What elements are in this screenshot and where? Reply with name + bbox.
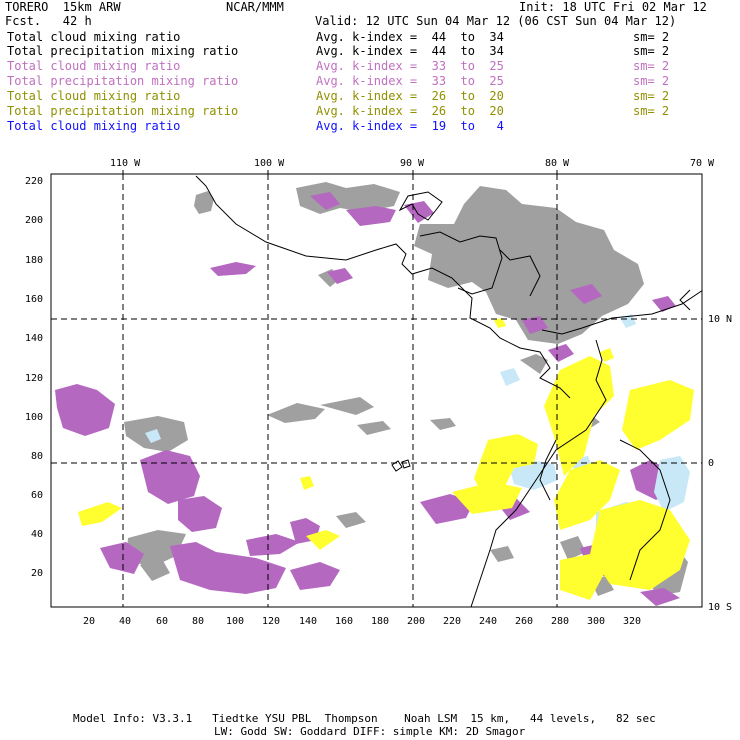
field-name: Total precipitation mixing ratio (7, 104, 239, 118)
x-tick-label: 120 (262, 616, 280, 627)
y-tick-label: 220 (25, 176, 43, 187)
lat-label: 10 N (708, 314, 732, 325)
x-tick-label: 260 (515, 616, 533, 627)
y-tick-label: 180 (25, 255, 43, 266)
latlon-grid (51, 174, 702, 607)
y-tick-label: 140 (25, 333, 43, 344)
forecast-hour: Fcst. 42 h (5, 14, 92, 28)
field-kindex: Avg. k-index = 33 to 25 (316, 59, 504, 73)
model-name: TORERO 15km ARW (5, 0, 121, 14)
field-name: Total cloud mixing ratio (7, 30, 181, 44)
x-tick-label: 180 (371, 616, 389, 627)
y-tick-label: 200 (25, 215, 43, 226)
lat-label: 10 S (708, 602, 732, 613)
field-sm: sm= 2 (633, 89, 670, 103)
coastlines (195, 175, 702, 607)
lat-label: 0 (708, 458, 714, 469)
lon-label: 90 W (400, 158, 425, 169)
lon-label: 100 W (254, 158, 285, 169)
y-tick-label: 120 (25, 373, 43, 384)
field-sm: sm= 2 (633, 44, 670, 58)
x-tick-label: 100 (226, 616, 244, 627)
x-tick-label: 320 (623, 616, 641, 627)
field-sm: sm= 2 (633, 104, 670, 118)
field-kindex: Avg. k-index = 44 to 34 (316, 30, 504, 44)
field-name: Total cloud mixing ratio (7, 59, 181, 73)
x-tick-label: 20 (83, 616, 95, 627)
y-axis: 220 200 180 160 140 120 100 80 60 40 20 (25, 176, 43, 579)
field-name: Total cloud mixing ratio (7, 89, 181, 103)
x-tick-label: 280 (551, 616, 569, 627)
field-kindex: Avg. k-index = 26 to 20 (316, 89, 504, 103)
map-frame (50, 173, 703, 608)
x-tick-label: 240 (479, 616, 497, 627)
x-tick-label: 160 (335, 616, 353, 627)
lon-label: 80 W (545, 158, 570, 169)
x-tick-label: 140 (299, 616, 317, 627)
field-name: Total precipitation mixing ratio (7, 44, 239, 58)
field-name: Total precipitation mixing ratio (7, 74, 239, 88)
y-tick-label: 40 (31, 529, 43, 540)
valid-time: Valid: 12 UTC Sun 04 Mar 12 (06 CST Sun … (315, 14, 677, 28)
y-tick-label: 160 (25, 294, 43, 305)
field-kindex: Avg. k-index = 26 to 20 (316, 104, 504, 118)
x-tick-label: 80 (192, 616, 204, 627)
x-tick-label: 300 (587, 616, 605, 627)
x-axis: 20 40 60 80 100 120 140 160 180 200 220 … (83, 616, 641, 627)
lon-label: 70 W (690, 158, 715, 169)
y-tick-label: 20 (31, 568, 43, 579)
y-tick-label: 60 (31, 490, 43, 501)
organization: NCAR/MMM (226, 0, 284, 14)
field-sm: sm= 2 (633, 74, 670, 88)
init-time: Init: 18 UTC Fri 02 Mar 12 (519, 0, 707, 14)
y-tick-label: 100 (25, 412, 43, 423)
field-sm: sm= 2 (633, 30, 670, 44)
field-name: Total cloud mixing ratio (7, 119, 181, 133)
x-tick-label: 220 (443, 616, 461, 627)
field-kindex: Avg. k-index = 19 to 4 (316, 119, 504, 133)
lon-label: 110 W (110, 158, 141, 169)
x-tick-label: 40 (119, 616, 131, 627)
field-kindex: Avg. k-index = 44 to 34 (316, 44, 504, 58)
field-kindex: Avg. k-index = 33 to 25 (316, 74, 504, 88)
y-tick-label: 80 (31, 451, 43, 462)
physics-info: LW: Godd SW: Goddard DIFF: simple KM: 2D… (214, 725, 526, 738)
field-sm: sm= 2 (633, 59, 670, 73)
x-tick-label: 200 (407, 616, 425, 627)
x-tick-label: 60 (156, 616, 168, 627)
model-info: Model Info: V3.3.1 Tiedtke YSU PBL Thomp… (73, 712, 656, 725)
